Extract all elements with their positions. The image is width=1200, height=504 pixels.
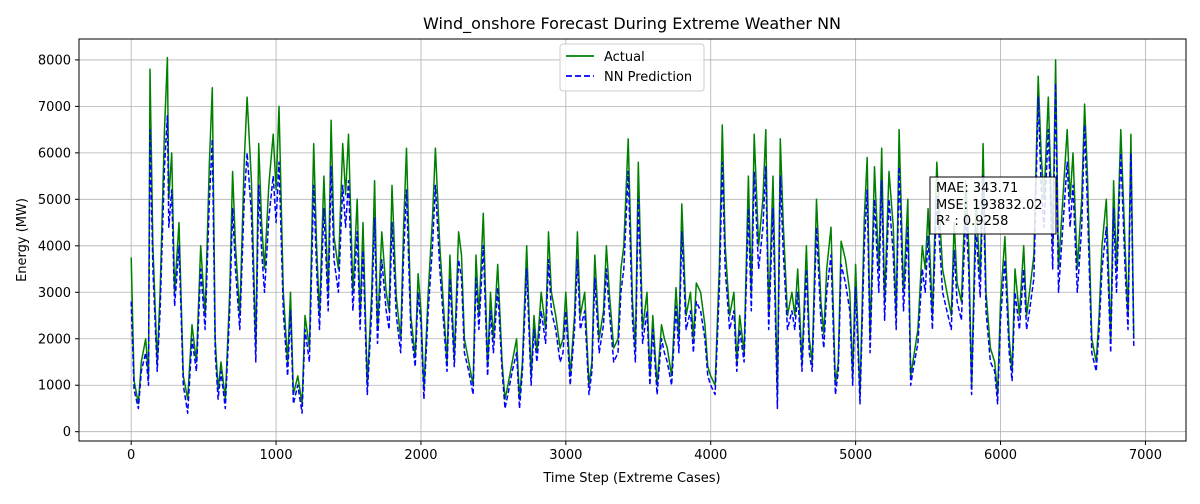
plot-frame [78,38,1187,442]
legend: Actual NN Prediction [559,43,705,92]
x-tick-label: 1000 [260,448,293,463]
x-tick-label: 3000 [549,448,582,463]
x-tick-label: 7000 [1129,448,1162,463]
metric-r2: R² : 0.9258 [936,214,1008,229]
legend-box [559,43,705,92]
y-tick-label: 7000 [38,100,71,115]
tick-layer: 0 1000 2000 3000 4000 5000 6000 7000 0 1000 2000 30… [38,53,1162,463]
metrics-box: MAE: 343.71 MSE: 193832.02 R² : 0.9258 [929,176,1057,235]
y-tick-label: 1000 [38,379,71,394]
y-axis-label: Energy (MW) [15,198,30,282]
metric-mae: MAE: 343.71 [936,181,1018,196]
legend-label-nn-prediction: NN Prediction [604,70,692,85]
y-tick-label: 0 [63,425,71,440]
metric-mse: MSE: 193832.02 [936,198,1043,213]
y-tick-label: 2000 [38,332,71,347]
y-tick-label: 5000 [38,193,71,208]
y-tick-label: 3000 [38,286,71,301]
x-tick-label: 2000 [404,448,437,463]
y-tick-label: 8000 [38,53,71,68]
x-tick-label: 4000 [694,448,727,463]
y-tick-label: 4000 [38,239,71,254]
x-tick-label: 5000 [839,448,872,463]
x-tick-label: 6000 [984,448,1017,463]
grid-layer [79,39,1186,441]
legend-label-actual: Actual [604,50,645,65]
series-line-nn-prediction [130,82,1135,414]
chart-title: Wind_onshore Forecast During Extreme Wea… [423,14,841,34]
metrics-box-frame [929,176,1057,235]
y-tick-label: 6000 [38,146,71,161]
x-tick-label: 0 [127,448,135,463]
x-axis-label: Time Step (Extreme Cases) [542,471,720,486]
